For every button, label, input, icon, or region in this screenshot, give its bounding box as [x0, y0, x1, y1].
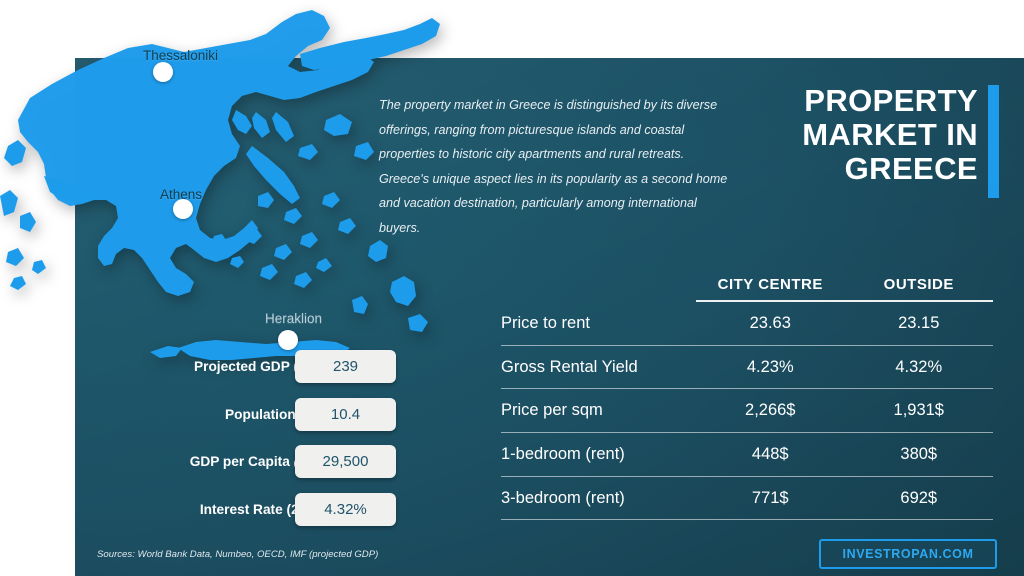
table-cell-outside: 692$ — [900, 488, 938, 507]
stat-value: 239 — [332, 358, 359, 375]
table-row-label: Gross Rental Yield — [501, 357, 638, 376]
table-row: 3-bedroom (rent) 771$ 692$ — [501, 477, 993, 521]
table-cell-outside: 4.32% — [895, 357, 943, 376]
table-row-label: Price per sqm — [501, 401, 603, 420]
table-cell-city-centre: 4.23% — [746, 357, 794, 376]
stat-value: 29,500 — [322, 453, 369, 470]
stat-label: Projected GDP ($B) — [194, 359, 320, 374]
intro-paragraph: The property market in Greece is disting… — [379, 98, 728, 235]
stat-row: Interest Rate (20Y) 4.32% — [105, 492, 420, 541]
stat-row: Population (M) 10.4 — [105, 397, 420, 446]
stat-value-box: 4.32% — [295, 492, 396, 526]
stat-row: Projected GDP ($B) 239 — [105, 350, 420, 398]
investropan-logo[interactable]: INVESTROPAN.COM — [819, 539, 997, 569]
comparison-table: CITY CENTRE OUTSIDE Price to rent 23.63 … — [501, 268, 993, 521]
stat-value-box: 29,500 — [295, 445, 396, 478]
stat-label-text: Projected GDP ($B) — [193, 359, 320, 374]
table-cell-city-centre: 2,266$ — [745, 401, 796, 420]
stat-value: 10.4 — [330, 405, 361, 423]
title-accent-bar — [988, 85, 999, 198]
table-cell-outside: 23.15 — [898, 313, 940, 332]
title-line-1: PROPERTY — [804, 83, 978, 118]
stat-label-text: GDP per Capita — [189, 454, 294, 469]
table-row: Gross Rental Yield 4.23% 4.32% — [501, 346, 993, 390]
table-row-label: 3-bedroom (rent) — [501, 488, 625, 507]
table-header-city-centre: CITY CENTRE — [717, 275, 823, 293]
stat-label-text: Interest Rate (20Y) — [199, 501, 320, 517]
key-stats-list: Projected GDP ($B) 239 Population (M) 10… — [105, 350, 420, 540]
table-row: 1-bedroom (rent) 448$ 380$ — [501, 433, 993, 477]
table-header-row: CITY CENTRE OUTSIDE — [501, 268, 993, 300]
stat-value-box: 239 — [295, 350, 396, 383]
stat-row: GDP per Capita (PPP) 29,500 — [105, 445, 420, 493]
table-cell-city-centre: 23.63 — [749, 313, 791, 332]
table-row: Price to rent 23.63 23.15 — [501, 302, 993, 346]
table-row-label: 1-bedroom (rent) — [501, 444, 625, 463]
table-cell-city-centre: 771$ — [751, 488, 789, 507]
logo-text: INVESTROPAN.COM — [842, 547, 974, 561]
table-cell-outside: 1,931$ — [893, 401, 944, 420]
title-line-2: MARKET IN — [802, 117, 978, 152]
stat-label: Interest Rate (20Y) — [200, 502, 320, 517]
stat-value-box: 10.4 — [295, 397, 396, 431]
title-line-3: GREECE — [844, 151, 978, 186]
table-cell-city-centre: 448$ — [751, 444, 789, 463]
sources-note: Sources: World Bank Data, Numbeo, OECD, … — [97, 549, 379, 560]
page-title: PROPERTY MARKET IN GREECE — [710, 84, 978, 186]
table-cell-outside: 380$ — [900, 444, 938, 463]
table-row-label: Price to rent — [501, 313, 590, 332]
table-row: Price per sqm 2,266$ 1,931$ — [501, 389, 993, 434]
stat-value: 4.32% — [324, 500, 367, 518]
table-header-outside: OUTSIDE — [883, 275, 954, 293]
table-header-rule — [696, 300, 993, 302]
